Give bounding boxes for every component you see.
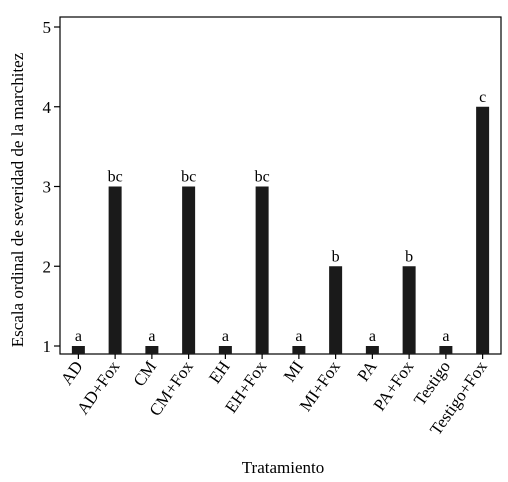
bar [365, 346, 379, 354]
significance-letter: a [148, 328, 155, 345]
bar [71, 346, 85, 354]
y-axis-title: Escala ordinal de severidad de la marchi… [8, 52, 27, 347]
significance-letter: b [405, 248, 413, 265]
bars-group [71, 106, 490, 354]
significance-letter: c [479, 89, 486, 106]
y-axis: 1 2 3 4 5 [43, 18, 60, 356]
y-tick-label: 5 [43, 18, 52, 37]
bar [329, 266, 343, 354]
y-tick-label: 4 [43, 98, 52, 117]
significance-letters-group: a bc a bc a bc a b a b a c [75, 89, 486, 345]
bar [439, 346, 453, 354]
significance-letter: a [222, 328, 229, 345]
bar [182, 186, 196, 354]
significance-letter: a [75, 328, 82, 345]
plot-frame [59, 16, 502, 355]
x-axis-title: Tratamiento [242, 458, 324, 477]
significance-letter: b [332, 248, 340, 265]
significance-letter: bc [108, 169, 123, 186]
x-tick-label: MI [280, 357, 308, 385]
bar [476, 106, 490, 354]
y-tick-label: 2 [43, 257, 52, 276]
significance-letter: a [442, 328, 449, 345]
significance-letter: a [369, 328, 376, 345]
significance-letter: bc [255, 169, 270, 186]
bar [145, 346, 159, 354]
bar [255, 186, 269, 354]
bar [402, 266, 416, 354]
x-tick-label: PA [354, 357, 382, 385]
y-tick-label: 1 [43, 337, 52, 356]
bar [292, 346, 306, 354]
y-tick-label: 3 [43, 178, 52, 197]
x-tick-label: PA+Fox [370, 357, 418, 414]
bar [218, 346, 232, 354]
x-tick-label: EH [205, 357, 234, 386]
x-tick-label: CM [129, 357, 160, 390]
significance-letter: bc [181, 169, 196, 186]
bar [108, 186, 122, 354]
x-tick-label: AD [57, 357, 87, 388]
significance-letter: a [295, 328, 302, 345]
